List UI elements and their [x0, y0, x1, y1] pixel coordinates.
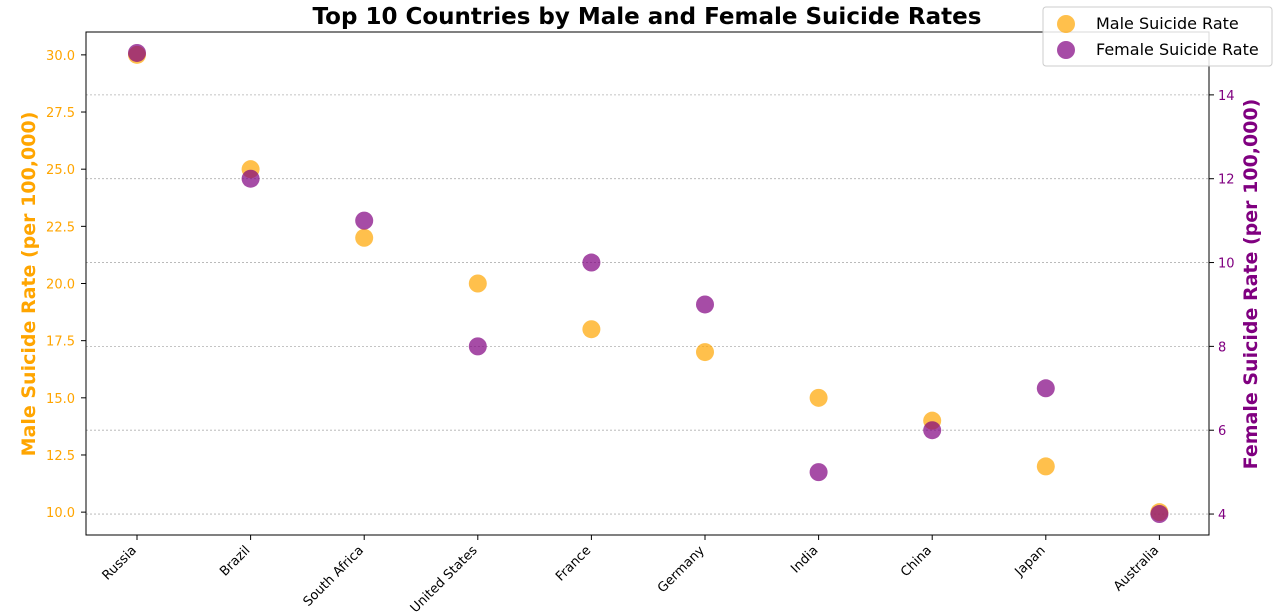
- chart-title: Top 10 Countries by Male and Female Suic…: [313, 4, 982, 30]
- male-series: [128, 45, 1169, 522]
- legend-marker-female: [1057, 41, 1075, 59]
- right-y-tick-label: 4: [1218, 508, 1226, 523]
- left-y-tick-label: 27.5: [46, 106, 75, 121]
- legend-label-female: Female Suicide Rate: [1096, 40, 1259, 59]
- left-y-tick-label: 15.0: [46, 392, 75, 407]
- x-tick-label: Russia: [100, 543, 140, 583]
- left-y-tick-label: 12.5: [46, 449, 75, 464]
- female-point: [355, 211, 374, 230]
- right-y-tick-label: 14: [1218, 89, 1235, 104]
- left-y-tick-label: 17.5: [46, 335, 75, 350]
- male-point: [468, 274, 487, 293]
- female-point: [1150, 505, 1169, 524]
- x-tick-label: Brazil: [217, 543, 253, 579]
- x-tick-label: Australia: [1111, 543, 1162, 594]
- left-y-tick-label: 10.0: [46, 506, 75, 521]
- x-tick-label: France: [553, 543, 594, 584]
- left-y-ticks: 10.0 12.5 15.0 17.5 20.0 22.5 25.0 27.5 30.0: [46, 49, 86, 521]
- legend-marker-male: [1057, 15, 1075, 33]
- left-y-tick-label: 22.5: [46, 220, 75, 235]
- right-y-tick-label: 8: [1218, 340, 1226, 355]
- x-tick-label: South Africa: [301, 543, 367, 609]
- male-point: [355, 228, 374, 247]
- right-y-tick-label: 10: [1218, 257, 1235, 272]
- female-point: [1036, 379, 1055, 398]
- right-y-tick-label: 6: [1218, 424, 1226, 439]
- x-tick-label: Japan: [1012, 543, 1049, 580]
- right-y-tick-label: 12: [1218, 173, 1235, 188]
- female-point: [582, 253, 601, 272]
- x-tick-label: Germany: [655, 543, 708, 596]
- male-point: [809, 388, 828, 407]
- left-y-tick-label: 20.0: [46, 278, 75, 293]
- x-tick-label: United States: [408, 543, 481, 612]
- left-y-tick-label: 30.0: [46, 49, 75, 64]
- legend: Male Suicide Rate Female Suicide Rate: [1042, 6, 1273, 67]
- female-point: [468, 337, 487, 356]
- right-y-axis-label: Female Suicide Rate (per 100,000): [1240, 99, 1262, 470]
- x-tick-label: India: [788, 543, 821, 576]
- legend-box: [1042, 6, 1273, 67]
- gridlines: [86, 94, 1209, 515]
- male-point: [696, 343, 714, 362]
- left-y-tick-label: 25.0: [46, 163, 75, 178]
- female-point: [923, 421, 942, 440]
- right-y-ticks: 4 6 8 10 12 14: [1209, 89, 1235, 523]
- left-y-axis-label: Male Suicide Rate (per 100,000): [18, 112, 40, 457]
- male-point: [1036, 457, 1055, 476]
- legend-label-male: Male Suicide Rate: [1096, 14, 1239, 33]
- female-point: [128, 43, 146, 62]
- male-point: [582, 320, 601, 339]
- x-ticks: Russia Brazil South Africa United States Fra…: [100, 535, 1162, 612]
- x-tick-label: China: [898, 543, 935, 580]
- plot-frame: [85, 31, 1210, 536]
- female-point: [696, 295, 714, 314]
- female-point: [241, 169, 260, 188]
- female-series: [128, 43, 1169, 524]
- female-point: [809, 463, 828, 482]
